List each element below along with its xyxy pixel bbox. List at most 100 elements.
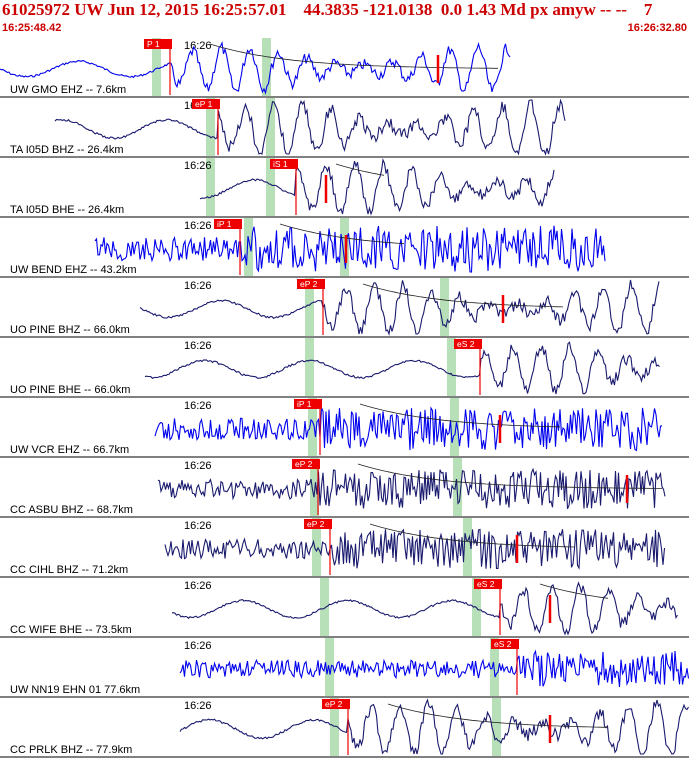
coda-decay-curve — [335, 163, 385, 176]
minute-tick-label: 16:26 — [184, 400, 212, 412]
station-label: CC CIHL BHZ -- 71.2km — [10, 564, 128, 576]
s-window-band — [447, 338, 456, 396]
p-window-band — [206, 158, 215, 216]
trace-row[interactable]: 16:26 P 1 UW GMO EHZ -- 7.6km — [0, 38, 689, 98]
coda-decay-curve — [369, 523, 575, 548]
s-window-band — [266, 98, 275, 156]
seismogram-panel[interactable]: 16:26 P 1 UW GMO EHZ -- 7.6km 16:26 eP 1 TA I… — [0, 37, 689, 758]
trace-row[interactable]: 16:26 eS 2 CC WIFE BHE -- 73.5km — [0, 578, 689, 638]
coda-decay-curve — [279, 223, 405, 245]
station-label: UW GMO EHZ -- 7.6km — [10, 84, 126, 96]
phase-pick-label: eP 1 — [195, 99, 213, 109]
s-window-band — [472, 578, 481, 636]
phase-pick-flag[interactable] — [294, 399, 322, 409]
p-window-band — [305, 278, 314, 336]
waveform-trace — [139, 279, 660, 337]
minute-tick-label: 16:26 — [184, 340, 212, 352]
trace-row[interactable]: 16:26 iP 1 UW VCR EHZ -- 66.7km — [0, 398, 689, 458]
phase-pick-flag[interactable] — [491, 639, 519, 649]
waveform-trace — [0, 40, 511, 95]
s-window-band — [340, 218, 349, 276]
window-start-time: 16:25:48.42 — [2, 22, 62, 34]
window-end-time: 16:26:32.80 — [627, 22, 687, 34]
header-bar: 61025972 UW Jun 12, 2015 16:25:57.01 44.… — [0, 0, 689, 38]
phase-pick-label: eP 2 — [325, 699, 343, 709]
waveform-trace — [171, 581, 678, 636]
phase-pick-label: iP 1 — [297, 399, 312, 409]
station-label: UW VCR EHZ -- 66.7km — [10, 444, 129, 456]
waveform-trace — [179, 649, 689, 688]
phase-pick-flag[interactable] — [270, 159, 298, 169]
minute-tick-label: 16:26 — [184, 520, 212, 532]
coda-decay-curve — [539, 583, 609, 599]
p-window-band — [312, 518, 321, 576]
trace-row[interactable]: 16:26 iP 1 UW BEND EHZ -- 43.2km — [0, 218, 689, 278]
station-label: UO PINE BHE -- 66.0km — [10, 384, 130, 396]
p-window-band — [325, 638, 334, 696]
phase-pick-label: iS 1 — [273, 159, 288, 169]
p-window-band — [308, 398, 317, 456]
s-window-band — [463, 518, 472, 576]
phase-pick-flag[interactable] — [144, 39, 172, 49]
phase-pick-flag[interactable] — [292, 459, 320, 469]
phase-pick-flag[interactable] — [192, 99, 220, 109]
waveform-trace — [54, 98, 566, 156]
p-window-band — [152, 38, 161, 96]
p-window-band — [320, 578, 329, 636]
waveform-trace — [157, 467, 666, 510]
s-window-band — [440, 278, 449, 336]
p-window-band — [305, 338, 314, 396]
phase-pick-flag[interactable] — [454, 339, 482, 349]
phase-pick-flag[interactable] — [322, 699, 350, 709]
minute-tick-label: 16:26 — [184, 280, 212, 292]
s-window-band — [262, 38, 271, 96]
waveform-trace — [199, 158, 555, 216]
phase-pick-flag[interactable] — [214, 219, 242, 229]
waveform-trace — [144, 341, 660, 395]
phase-pick-label: eS 2 — [494, 639, 512, 649]
coda-decay-curve — [362, 283, 564, 308]
minute-tick-label: 16:26 — [184, 220, 212, 232]
p-window-band — [330, 698, 339, 756]
waveform-trace — [154, 406, 663, 452]
station-label: UW BEND EHZ -- 43.2km — [10, 264, 137, 276]
station-label: TA I05D BHE -- 26.4km — [10, 204, 124, 216]
trace-row[interactable]: 16:26 eP 2 CC CIHL BHZ -- 71.2km — [0, 518, 689, 578]
p-window-band — [206, 98, 215, 156]
phase-pick-label: eS 2 — [457, 339, 475, 349]
phase-pick-label: P 1 — [147, 39, 160, 49]
trace-row[interactable]: 16:26 eP 2 UO PINE BHZ -- 66.0km — [0, 278, 689, 338]
coda-decay-curve — [359, 403, 561, 428]
station-label: TA I05D BHZ -- 26.4km — [10, 144, 124, 156]
phase-pick-label: eP 2 — [300, 279, 318, 289]
coda-decay-curve — [209, 43, 498, 69]
coda-decay-curve — [387, 703, 609, 728]
minute-tick-label: 16:26 — [184, 460, 212, 472]
station-label: UO PINE BHZ -- 66.0km — [10, 324, 130, 336]
event-title: 61025972 UW Jun 12, 2015 16:25:57.01 44.… — [2, 0, 653, 19]
phase-pick-flag[interactable] — [474, 579, 502, 589]
minute-tick-label: 16:26 — [184, 700, 212, 712]
waveform-trace — [179, 698, 689, 755]
minute-tick-label: 16:26 — [184, 580, 212, 592]
trace-row[interactable]: 16:26 eS 2 UW NN19 EHN 01 77.6km — [0, 638, 689, 698]
station-label: CC WIFE BHE -- 73.5km — [10, 624, 132, 636]
trace-row[interactable]: 16:26 iS 1 TA I05D BHE -- 26.4km — [0, 158, 689, 218]
trace-row[interactable]: 16:26 eS 2 UO PINE BHE -- 66.0km — [0, 338, 689, 398]
p-window-band — [244, 218, 253, 276]
phase-pick-label: eP 2 — [295, 459, 313, 469]
s-window-band — [450, 398, 459, 456]
trace-row[interactable]: 16:26 eP 2 CC ASBU BHZ -- 68.7km — [0, 458, 689, 518]
station-label: CC ASBU BHZ -- 68.7km — [10, 504, 133, 516]
trace-row[interactable]: 16:26 eP 2 CC PRLK BHZ -- 77.9km — [0, 698, 689, 758]
minute-tick-label: 16:26 — [184, 640, 212, 652]
phase-pick-flag[interactable] — [297, 279, 325, 289]
phase-pick-flag[interactable] — [304, 519, 332, 529]
phase-pick-label: eS 2 — [477, 579, 495, 589]
waveform-trace — [94, 225, 606, 273]
s-window-band — [266, 158, 275, 216]
phase-pick-label: iP 1 — [217, 219, 232, 229]
minute-tick-label: 16:26 — [184, 160, 212, 172]
minute-tick-label: 16:26 — [184, 40, 212, 52]
